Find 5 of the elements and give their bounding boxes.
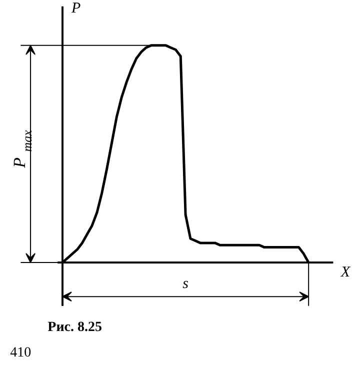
- x-axis-title: X: [340, 264, 351, 280]
- text: s: [182, 276, 189, 292]
- text: 410: [10, 345, 32, 360]
- y-axis-title: P: [70, 0, 81, 17]
- text: Рис. 8.25: [48, 320, 102, 336]
